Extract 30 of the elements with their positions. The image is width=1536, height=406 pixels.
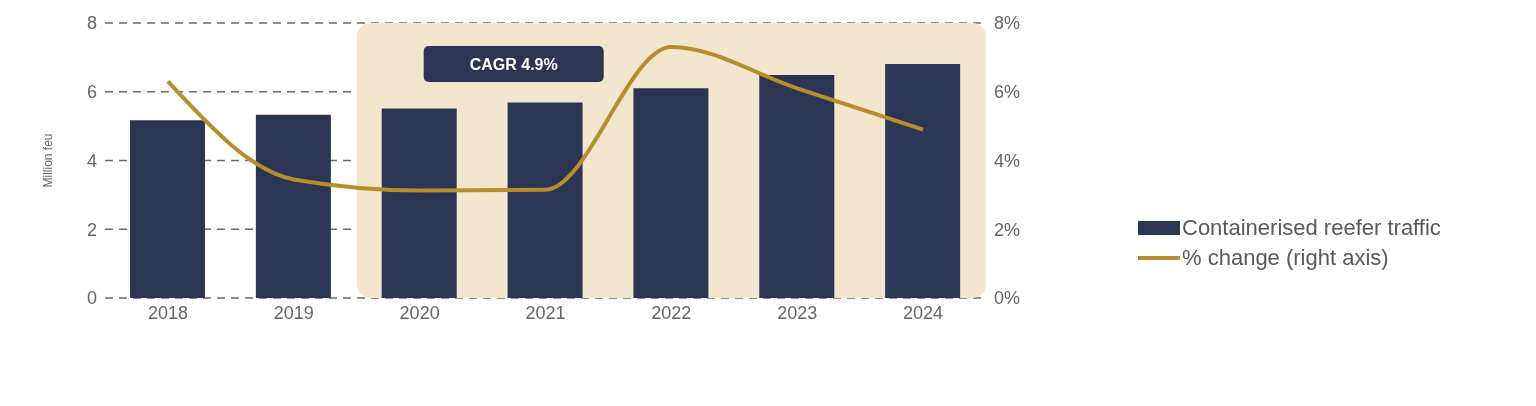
x-tick-label: 2020 bbox=[399, 302, 440, 323]
y2-tick-label: 8% bbox=[994, 13, 1021, 34]
bar bbox=[885, 63, 961, 298]
x-tick-label: 2024 bbox=[903, 302, 944, 323]
callout-box: CAGR 4.9% bbox=[423, 46, 604, 82]
legend-label: Containerised reefer traffic bbox=[1182, 215, 1441, 241]
y-tick-label: 6 bbox=[86, 82, 97, 103]
bar bbox=[633, 88, 709, 298]
x-tick-label: 2022 bbox=[651, 302, 692, 323]
x-tick-label: 2019 bbox=[273, 302, 314, 323]
legend-label: % change (right axis) bbox=[1182, 245, 1389, 271]
bar bbox=[759, 74, 835, 298]
line-series bbox=[165, 45, 926, 193]
y2-tick-label: 4% bbox=[994, 150, 1021, 171]
y-tick-label: 0 bbox=[86, 288, 97, 309]
y-tick-label: 4 bbox=[86, 150, 97, 171]
x-tick-label: 2023 bbox=[777, 302, 818, 323]
x-tick-label: 2018 bbox=[147, 302, 188, 323]
bar bbox=[381, 108, 457, 298]
bar bbox=[507, 102, 583, 298]
y2-tick-label: 2% bbox=[994, 219, 1021, 240]
bar bbox=[255, 114, 331, 298]
y-tick-label: 8 bbox=[86, 13, 97, 34]
y2-tick-label: 0% bbox=[994, 288, 1021, 309]
y-axis-title: Million feu bbox=[41, 133, 56, 188]
x-tick-label: 2021 bbox=[525, 302, 566, 323]
y-tick-label: 2 bbox=[86, 219, 97, 240]
bar bbox=[130, 120, 205, 298]
y2-tick-label: 6% bbox=[994, 82, 1021, 103]
band-label: CAGR 4.9% bbox=[469, 56, 558, 73]
